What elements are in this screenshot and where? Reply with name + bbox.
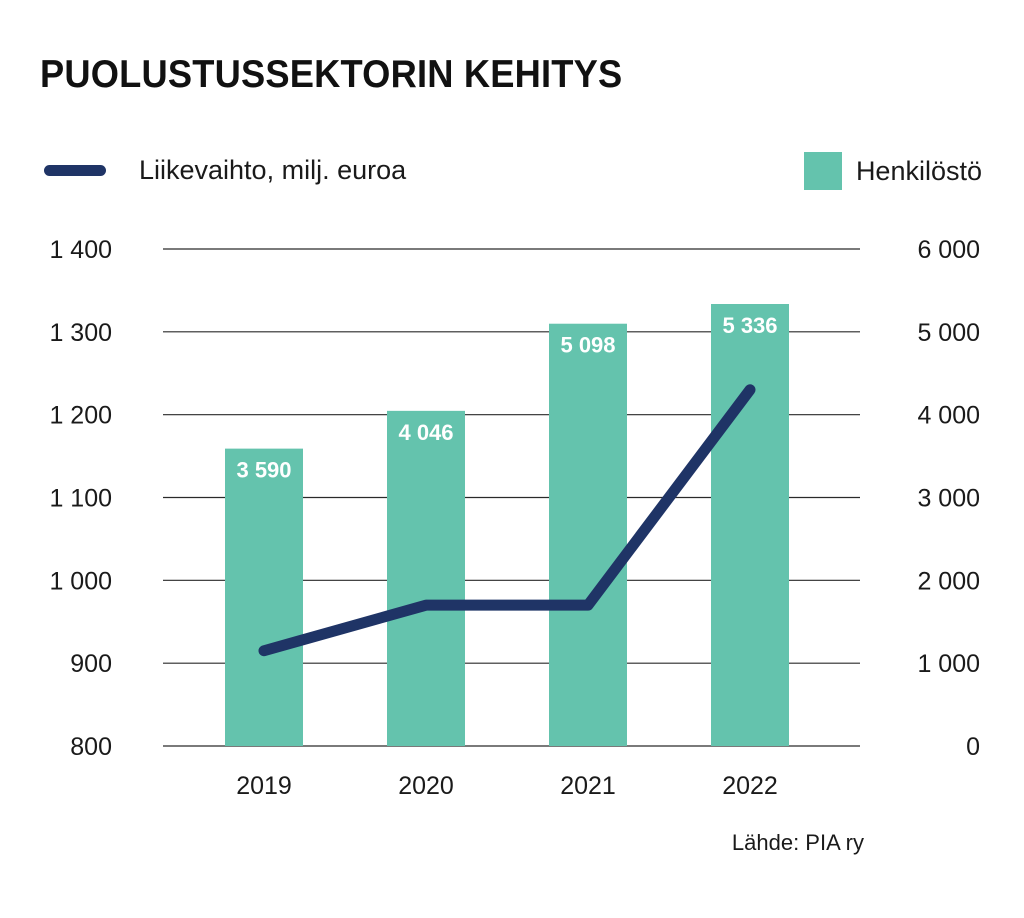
right-tick-label: 5 000 [917,319,980,347]
bar-value-label: 5 336 [722,313,777,338]
left-axis-ticks: 800 900 1 000 1 100 1 200 1 300 1 400 [49,236,112,761]
bar-2022 [711,304,789,746]
x-tick-label: 2020 [398,772,454,800]
x-tick-label: 2021 [560,772,616,800]
right-tick-label: 1 000 [917,650,980,678]
left-tick-label: 1 200 [49,402,112,430]
right-tick-label: 6 000 [917,236,980,264]
right-axis-ticks: 0 1 000 2 000 3 000 4 000 5 000 6 000 [917,236,980,761]
chart-title: PUOLUSTUSSEKTORIN KEHITYS [40,53,623,96]
x-axis-ticks: 2019 2020 2021 2022 [236,772,778,800]
legend-bar-swatch [803,152,842,190]
right-tick-label: 0 [966,733,980,761]
source-note: Lähde: PIA ry [731,830,864,855]
legend-label-bar: Henkilöstö [855,155,982,186]
turnover-series-line [258,384,756,657]
legend-item-line: Liikevaihto, milj. euroa [44,148,406,192]
bar-value-label: 4 046 [398,420,453,445]
right-tick-label: 3 000 [917,485,980,513]
bar-2021 [549,323,627,746]
left-tick-label: 800 [70,733,112,761]
left-tick-label: 1 400 [49,236,112,264]
left-tick-label: 1 000 [49,567,112,595]
turnover-line [258,384,756,657]
bar-value-label: 5 098 [560,333,615,358]
x-tick-label: 2022 [722,772,778,800]
x-tick-label: 2019 [236,772,292,800]
left-tick-label: 900 [70,650,112,678]
right-tick-label: 2 000 [917,567,980,595]
bars [225,304,789,746]
bar-2019 [225,448,303,746]
legend-label-line: Liikevaihto, milj. euroa [139,154,407,185]
bar-2020 [387,410,465,746]
bar-value-label: 3 590 [236,458,291,483]
legend-item-bar: Henkilöstö [803,151,982,191]
bar-value-labels: 3 590 4 046 5 098 5 336 [236,313,777,483]
left-tick-label: 1 100 [49,485,112,513]
right-tick-label: 4 000 [917,402,980,430]
left-tick-label: 1 300 [49,319,112,347]
legend-line-swatch [44,164,106,176]
